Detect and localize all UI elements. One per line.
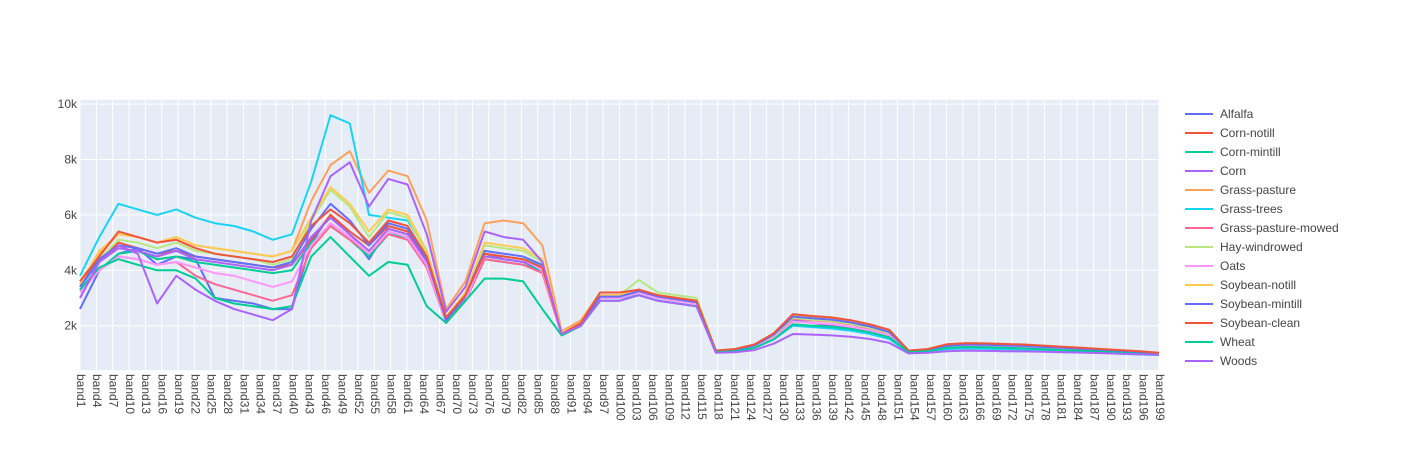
x-tick-label: band160: [940, 374, 954, 421]
x-tick-label: band136: [810, 374, 824, 421]
x-tick-label: band148: [875, 374, 889, 421]
x-tick-label: band112: [679, 374, 693, 420]
x-tick-label: band79: [499, 374, 513, 414]
x-tick-label: band106: [646, 374, 660, 421]
x-tick-label: band1: [74, 374, 88, 408]
x-tick-label: band169: [989, 374, 1003, 421]
x-tick-label: band133: [793, 374, 807, 421]
x-tick-label: band13: [139, 374, 153, 414]
x-tick-label: band166: [973, 374, 987, 421]
x-tick-label: band61: [401, 374, 415, 414]
x-tick-label: band97: [597, 374, 611, 414]
x-tick-label: band10: [123, 374, 137, 414]
y-tick-label: 4k: [64, 263, 78, 277]
x-tick-label: band127: [760, 374, 774, 421]
legend-label[interactable]: Hay-windrowed: [1220, 240, 1303, 254]
legend-label[interactable]: Alfalfa: [1220, 107, 1254, 121]
legend: Alfalfa Corn-notill Corn-mintill Corn Grass-…: [1185, 107, 1339, 368]
x-tick-label: band73: [466, 374, 480, 414]
x-tick-label: band82: [515, 374, 529, 414]
x-tick-label: band16: [156, 374, 170, 414]
x-tick-label: band88: [548, 374, 562, 414]
x-tick-label: band199: [1153, 374, 1167, 421]
series-lines: [79, 114, 1160, 356]
x-tick-label: band46: [319, 374, 333, 414]
x-tick-label: band124: [744, 374, 758, 421]
x-tick-label: band85: [532, 374, 546, 414]
x-tick-label: band67: [433, 374, 447, 414]
x-tick-label: band64: [417, 374, 431, 414]
x-tick-label: band130: [777, 374, 791, 421]
x-axis-ticks: band1 band4 band7 band10 band13 band16 band19 b…: [74, 374, 1167, 421]
x-tick-label: band43: [303, 374, 317, 414]
x-tick-label: band91: [564, 374, 578, 414]
y-tick-label: 6k: [64, 208, 78, 222]
x-tick-label: band121: [728, 374, 742, 421]
x-tick-label: band109: [662, 374, 676, 421]
x-tick-label: band4: [90, 374, 104, 408]
legend-label[interactable]: Soybean-notill: [1220, 278, 1296, 292]
x-tick-label: band28: [221, 374, 235, 414]
legend-label[interactable]: Grass-pasture: [1220, 183, 1296, 197]
legend-label[interactable]: Soybean-mintill: [1220, 297, 1302, 311]
legend-label[interactable]: Soybean-clean: [1220, 316, 1300, 330]
y-tick-label: 8k: [64, 153, 78, 167]
x-tick-label: band145: [859, 374, 873, 421]
x-tick-label: band142: [842, 374, 856, 421]
legend-label[interactable]: Corn-mintill: [1220, 145, 1281, 159]
x-tick-label: band31: [237, 374, 251, 414]
legend-label[interactable]: Grass-pasture-mowed: [1220, 221, 1339, 235]
x-tick-label: band100: [613, 374, 627, 421]
legend-label[interactable]: Woods: [1220, 354, 1257, 368]
x-tick-label: band196: [1136, 374, 1150, 421]
x-tick-label: band154: [908, 374, 922, 421]
y-tick-label: 2k: [64, 319, 78, 333]
series-line-woods: [79, 161, 1160, 356]
x-tick-label: band187: [1087, 374, 1101, 421]
x-tick-label: band94: [581, 374, 595, 414]
x-tick-label: band103: [630, 374, 644, 421]
series-line-soybean-mintill: [79, 202, 1160, 355]
x-tick-label: band178: [1038, 374, 1052, 421]
y-axis-ticks: 2k 4k 6k 8k 10k: [58, 97, 78, 333]
x-tick-label: band151: [891, 374, 905, 421]
x-tick-label: band118: [711, 374, 725, 420]
x-tick-label: band139: [826, 374, 840, 421]
series-line-soybean-clean: [79, 208, 1160, 354]
legend-label[interactable]: Corn: [1220, 164, 1246, 178]
x-tick-label: band172: [1006, 374, 1020, 421]
x-tick-label: band25: [205, 374, 219, 414]
x-tick-label: band19: [172, 374, 186, 414]
x-tick-label: band49: [335, 374, 349, 414]
x-tick-label: band70: [450, 374, 464, 414]
legend-label[interactable]: Oats: [1220, 259, 1245, 273]
legend-label[interactable]: Wheat: [1220, 335, 1255, 349]
x-tick-label: band55: [368, 374, 382, 414]
x-tick-label: band22: [188, 374, 202, 414]
x-tick-label: band193: [1120, 374, 1134, 421]
x-tick-label: band115: [695, 374, 709, 420]
x-tick-label: band58: [384, 374, 398, 414]
legend-label[interactable]: Grass-trees: [1220, 202, 1283, 216]
x-tick-label: band184: [1071, 374, 1085, 421]
x-tick-label: band163: [957, 374, 971, 421]
x-tick-label: band157: [924, 374, 938, 421]
x-tick-label: band34: [254, 374, 268, 414]
x-tick-label: band40: [286, 374, 300, 414]
x-tick-label: band76: [483, 374, 497, 414]
x-tick-label: band7: [107, 374, 121, 408]
y-tick-label: 10k: [58, 97, 78, 111]
x-tick-label: band37: [270, 374, 284, 414]
legend-label[interactable]: Corn-notill: [1220, 126, 1275, 140]
x-tick-label: band190: [1104, 374, 1118, 421]
x-tick-label: band181: [1055, 374, 1069, 421]
x-tick-label: band52: [352, 374, 366, 414]
x-tick-label: band175: [1022, 374, 1036, 421]
